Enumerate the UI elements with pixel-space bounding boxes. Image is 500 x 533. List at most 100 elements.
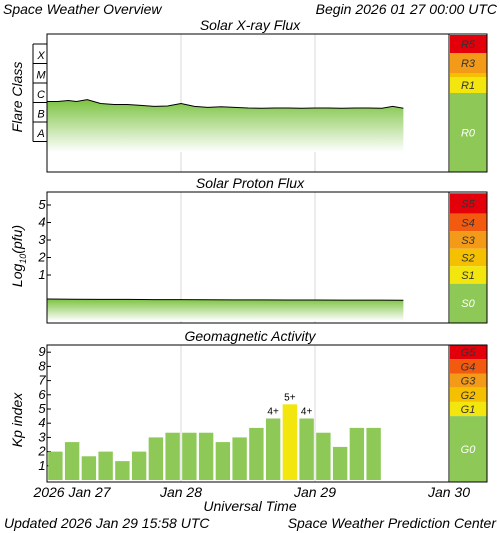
geomag-scale-G2 [450, 387, 487, 402]
kp-bar [265, 418, 281, 480]
kp-bar [349, 427, 365, 480]
xray-flux-area [47, 99, 404, 152]
kp-bar [98, 451, 113, 480]
geomag-scale-G0 [450, 416, 487, 482]
kp-bar [115, 461, 130, 480]
proton-ytick-3: 3 [38, 232, 46, 247]
xray-title: Solar X-ray Flux [200, 17, 301, 33]
xray-class-X: X [36, 50, 45, 62]
xray-scale-R1 [450, 77, 487, 93]
proton-title: Solar Proton Flux [196, 175, 305, 191]
geomag-scale-G1 [450, 401, 487, 417]
kp-bar [81, 456, 97, 480]
proton-scale-S0 [450, 283, 487, 323]
proton-ytick-2: 2 [37, 250, 46, 265]
xray-scale-R5 [450, 35, 487, 53]
proton-ytick-5: 5 [38, 197, 46, 212]
kp-bar [282, 404, 298, 480]
kp-bar-label: 5+ [284, 392, 296, 403]
x-tick-label: Jan 29 [293, 484, 336, 500]
xray-class-B: B [37, 108, 44, 120]
xray-scale-label-R3: R3 [461, 58, 476, 70]
proton-ylabel: Log10(pfu) [9, 225, 28, 287]
kp-bar [215, 442, 231, 480]
kp-bar [316, 432, 331, 480]
proton-scale-label-S5: S5 [461, 199, 475, 211]
x-tick-label: Jan 30 [427, 484, 470, 500]
x-tick-label: 2026 Jan 27 [32, 484, 111, 500]
xray-scale-label-R5: R5 [461, 39, 476, 51]
geomag-ytick-6: 6 [38, 387, 46, 402]
proton-ytick-4: 4 [38, 215, 45, 230]
overview-title: Space Weather Overview [3, 1, 162, 17]
kp-bar [48, 451, 63, 480]
proton-scale-label-S3: S3 [461, 235, 475, 247]
geomag-ytick-2: 2 [37, 444, 46, 459]
geomag-ytick-8: 8 [38, 358, 46, 373]
xray-panel-border [46, 33, 488, 173]
proton-ylabel-main: Log [9, 264, 25, 288]
geomag-ytick-5: 5 [38, 401, 46, 416]
geomag-ylabel: Kp index [9, 392, 25, 447]
proton-scale-S3 [450, 231, 487, 249]
geomag-scale-label-G3: G3 [461, 376, 477, 388]
center-name: Space Weather Prediction Center [288, 515, 498, 531]
xray-class-A: A [36, 128, 44, 140]
kp-bar [148, 437, 164, 480]
proton-scale-label-S0: S0 [461, 298, 475, 310]
geomag-scale-label-G2: G2 [461, 390, 476, 402]
geomag-scale-label-G5: G5 [461, 347, 477, 359]
xray-scale-spacer [450, 73, 487, 77]
proton-scale-label-S2: S2 [461, 253, 474, 265]
xray-scale-R3 [450, 53, 487, 73]
xray-class-C: C [37, 89, 45, 101]
xray-ylabel: Flare Class [9, 62, 25, 133]
proton-scale-label-S1: S1 [461, 270, 474, 282]
kp-bar [131, 451, 147, 480]
proton-scale-S2 [450, 248, 487, 267]
proton-scale-label-S4: S4 [461, 218, 474, 230]
proton-ytick-1: 1 [38, 267, 45, 282]
x-axis-label: Universal Time [203, 498, 296, 514]
kp-bar [332, 446, 348, 480]
kp-bar [165, 432, 180, 480]
proton-flux-area [47, 299, 404, 321]
geomag-scale-G5 [450, 345, 487, 360]
geomag-scale-G4 [450, 359, 487, 374]
kp-bar [249, 427, 264, 480]
proton-scale-S5 [450, 193, 487, 214]
geomag-ytick-1: 1 [38, 458, 45, 473]
geomag-ytick-4: 4 [38, 415, 45, 430]
geomag-scale-label-G0: G0 [461, 444, 477, 456]
proton-scale-S1 [450, 266, 487, 284]
proton-scale-S4 [450, 213, 487, 232]
kp-bar-label: 4+ [267, 407, 279, 418]
xray-scale-label-R0: R0 [461, 127, 476, 139]
xray-class-M: M [36, 69, 46, 81]
proton-flux-line [46, 298, 404, 301]
geomag-title: Geomagnetic Activity [185, 328, 317, 344]
geomag-scale-G3 [450, 373, 487, 388]
kp-bar [64, 442, 80, 480]
kp-bar-label: 4+ [301, 407, 313, 418]
geomag-ytick-3: 3 [38, 429, 46, 444]
geomag-scale-label-G1: G1 [461, 404, 476, 416]
proton-ylabel-sub: 10 [18, 254, 28, 264]
kp-bar [299, 418, 314, 480]
xray-scale-R0 [450, 93, 487, 172]
updated-time: Updated 2026 Jan 29 15:58 UTC [4, 515, 210, 531]
kp-bar [182, 432, 197, 480]
kp-bar [366, 427, 381, 480]
geomag-panel-border [46, 344, 488, 483]
xray-flux-line [47, 99, 404, 109]
geomag-scale-label-G4: G4 [461, 361, 476, 373]
kp-bar [198, 432, 214, 480]
begin-time: Begin 2026 01 27 00:00 UTC [316, 1, 498, 17]
xray-scale-label-R1: R1 [461, 80, 475, 92]
geomag-ytick-7: 7 [38, 373, 46, 388]
proton-ylabel-rest: (pfu) [9, 225, 25, 254]
proton-panel-border [46, 191, 488, 324]
x-tick-label: Jan 28 [159, 484, 202, 500]
geomag-ytick-9: 9 [38, 344, 45, 359]
